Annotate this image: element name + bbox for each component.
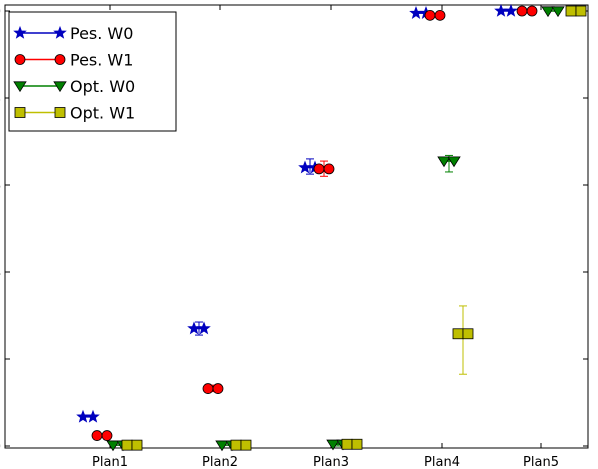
y-tick-label: 0.8 [0, 92, 1, 107]
data-point [215, 440, 229, 452]
legend-label: Opt. W0 [70, 77, 135, 96]
data-point [121, 439, 133, 451]
data-point [462, 328, 474, 340]
data-point [202, 383, 214, 394]
legend-marker [13, 25, 27, 39]
data-point [565, 5, 577, 17]
legend-marker [14, 107, 26, 118]
data-point [101, 430, 113, 441]
y-tick-label: 0.6 [0, 179, 1, 194]
series-pes-w1 [91, 5, 538, 441]
legend-marker [54, 107, 66, 118]
data-point [452, 328, 464, 340]
data-point [86, 409, 100, 423]
data-point [106, 440, 120, 452]
y-tick-label: 1.0 [0, 5, 1, 20]
x-tick-label: Plan3 [313, 455, 349, 469]
data-point [197, 321, 211, 335]
data-point [326, 439, 340, 451]
x-tick-label: Plan1 [92, 455, 128, 469]
data-point [91, 430, 103, 441]
data-point [424, 9, 436, 21]
data-point [575, 5, 587, 17]
data-point [131, 439, 143, 451]
data-point [526, 5, 538, 17]
data-point [230, 439, 242, 451]
data-point [551, 6, 565, 18]
data-point [516, 5, 528, 17]
legend-label: Pes. W0 [70, 24, 133, 43]
data-point [341, 438, 353, 450]
legend-label: Pes. W1 [70, 51, 133, 70]
legend-marker [13, 81, 27, 93]
series-opt-w1 [121, 5, 587, 451]
legend-label: Opt. W1 [70, 104, 135, 123]
legend-marker [53, 25, 67, 39]
data-point [434, 9, 446, 21]
data-point [351, 438, 363, 450]
x-tick-label: Plan4 [424, 455, 460, 469]
data-point [541, 6, 555, 18]
y-tick-label: 0.0 [0, 440, 1, 455]
data-point [437, 156, 451, 168]
y-tick-label: 0.4 [0, 266, 1, 281]
data-point [447, 156, 461, 168]
x-tick-label: Plan2 [202, 455, 238, 469]
y-tick-label: 0.2 [0, 353, 1, 368]
legend-box [8, 11, 177, 132]
data-marks [76, 3, 587, 452]
data-point [212, 383, 224, 394]
legend-marker [54, 54, 66, 65]
data-point [313, 163, 325, 175]
legend: Pes. W0 Pes. W1 Opt. W0 Opt. W1 [8, 11, 177, 132]
data-point [323, 163, 335, 175]
x-tick-label: Plan5 [523, 455, 559, 469]
legend-marker [53, 81, 67, 93]
data-point [504, 3, 518, 17]
legend-marker [14, 54, 26, 65]
data-point [240, 439, 252, 451]
